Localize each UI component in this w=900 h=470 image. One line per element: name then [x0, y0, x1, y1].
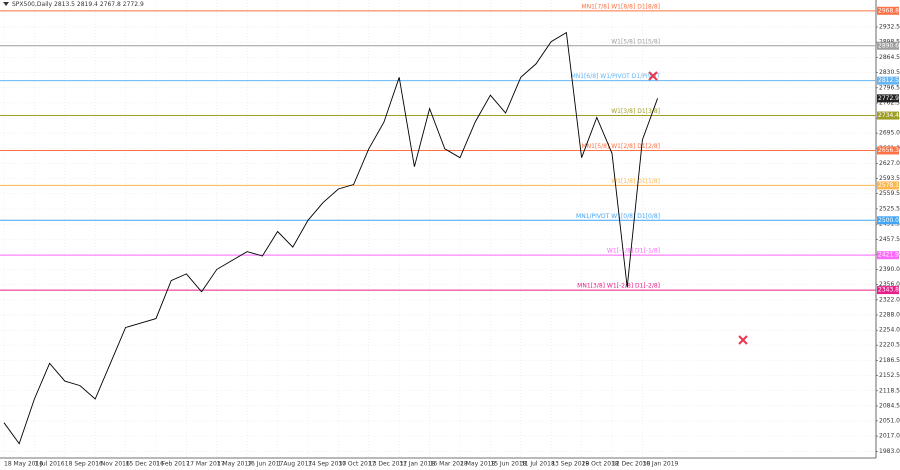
x-tick-label: 15 Dec 2016	[126, 461, 165, 468]
y-tick-label: 2322.0	[879, 296, 900, 303]
x-tick-label: 14 Sep 2017	[308, 461, 346, 468]
header-arrow	[3, 2, 9, 6]
x-tick-label: 18 Sep 2016	[65, 461, 103, 468]
y-tick-label: 2390.0	[879, 266, 900, 273]
price-tag	[877, 94, 899, 103]
x-tick-label: 31 Jan 2018	[399, 461, 435, 468]
y-tick-label: 2932.5	[879, 24, 900, 31]
level-tag-label: 2968.8	[878, 7, 899, 14]
marker-x	[648, 71, 658, 81]
x-tick-label: 13 Sep 2018	[551, 461, 589, 468]
x-tick-label: 16 Jun 2017	[247, 461, 283, 468]
x-tick-label: 12 Dec 2018	[612, 461, 651, 468]
level-tag	[877, 41, 899, 50]
y-tick-label: 2288.0	[879, 312, 900, 319]
high: 2819.4	[77, 1, 98, 8]
y-tick-label: 2220.5	[879, 342, 900, 349]
level-label: W1[3/8] D1[3/8]	[611, 108, 660, 115]
price-line	[3, 31, 659, 445]
x-tick-label: 18 May 2016	[4, 461, 43, 468]
level-tag-label: 2812.5	[878, 77, 899, 84]
x-tick-label: 16 Mar 2018	[430, 461, 468, 468]
level-tag	[877, 251, 899, 260]
price-tag-label: 2772.9	[878, 95, 899, 102]
level-label: MN1[6/8] W1/PIVOT D1/PIVOT	[571, 73, 661, 80]
level-tag	[877, 286, 899, 295]
close: 2772.9	[123, 1, 144, 8]
level-tag-label: 2421.9	[878, 252, 899, 259]
level-tag-label: 2656.3	[878, 147, 899, 154]
level-label: MN1[5/8] W1[2/8] D1[2/8]	[582, 143, 661, 150]
y-tick-label: 2118.5	[879, 387, 900, 394]
marker-x	[738, 335, 748, 345]
y-tick-label: 2186.5	[879, 357, 900, 364]
x-tick-label: 1 Jul 2016	[34, 461, 64, 468]
x-tick-label: 30 Oct 2017	[338, 461, 375, 468]
y-tick-label: 2830.5	[879, 69, 900, 76]
y-tick-label: 2864.5	[879, 54, 900, 61]
x-tick-label: 1 Nov 2016	[95, 461, 130, 468]
level-tag	[877, 181, 899, 190]
x-tick-label: 29 Oct 2018	[582, 461, 619, 468]
level-label: MN1[7/8] W1[8/8] D1[8/8]	[582, 3, 661, 10]
x-tick-label: 15 Jun 2018	[490, 461, 526, 468]
y-tick-label: 2152.5	[879, 372, 900, 379]
level-tag	[877, 6, 899, 15]
level-label: MN1[3/8] W1[-2/8] D1[-2/8]	[577, 283, 660, 290]
y-tick-label: 2762.5	[879, 99, 900, 106]
y-tick-label: 2627.0	[879, 160, 900, 167]
plot	[3, 31, 659, 445]
level-tag	[877, 76, 899, 85]
y-tick-label: 2525.5	[879, 205, 900, 212]
y-tick-label: 2796.5	[879, 84, 900, 91]
y-tick-label: 1983.0	[879, 448, 900, 455]
x-tick-label: 1 Aug 2017	[278, 461, 313, 468]
y-tick-label: 2457.5	[879, 236, 900, 243]
x-tick-label: 2 May 2018	[460, 461, 495, 468]
level-tag-label: 2500.0	[878, 217, 899, 224]
level-tag-label: 2578.1	[878, 182, 899, 189]
level-tag	[877, 111, 899, 120]
level-label: MN1/PIVOT W1[0/8] D1[0/8]	[576, 213, 660, 220]
axis-labels: 2932.52898.52864.52830.52796.52762.52728…	[4, 6, 900, 468]
level-tag	[877, 146, 899, 155]
y-tick-label: 2017.0	[879, 433, 900, 440]
level-label: W1[5/8] D1[5/8]	[611, 38, 660, 45]
level-tag	[877, 216, 899, 225]
y-tick-label: 2695.0	[879, 130, 900, 137]
x-tick-label: 30 Jan 2019	[642, 461, 678, 468]
y-tick-label: 2593.5	[879, 175, 900, 182]
level-label: W1[1/8] D1[1/8]	[611, 178, 660, 185]
header: SPX500,Daily 2813.5 2819.4 2767.8 2772.9	[12, 1, 144, 8]
x-tick-label: 1 Feb 2017	[156, 461, 190, 468]
x-tick-label: 17 Mar 2017	[186, 461, 224, 468]
y-tick-label: 2084.5	[879, 402, 900, 409]
level-tag-label: 2343.8	[878, 287, 899, 294]
x-tick-label: 13 Dec 2017	[369, 461, 408, 468]
level-tag-label: 2890.6	[878, 42, 899, 49]
y-tick-label: 2356.0	[879, 281, 900, 288]
level-label: W1[-1/8] D1[-1/8]	[607, 248, 660, 255]
level-tag-label: 2734.4	[878, 112, 899, 119]
grid	[0, 0, 876, 458]
x-tick-label: 3 May 2017	[217, 461, 252, 468]
levels: MN1[7/8] W1[8/8] D1[8/8] W1[5/8] D1[5/8] M…	[0, 3, 876, 291]
y-tick-label: 2254.0	[879, 327, 900, 334]
symbol: SPX500,Daily	[12, 1, 53, 8]
x-tick-label: 31 Jul 2018	[521, 461, 555, 468]
y-tick-label: 2051.0	[879, 417, 900, 424]
low: 2767.8	[100, 1, 121, 8]
y-tick-label: 2559.5	[879, 190, 900, 197]
